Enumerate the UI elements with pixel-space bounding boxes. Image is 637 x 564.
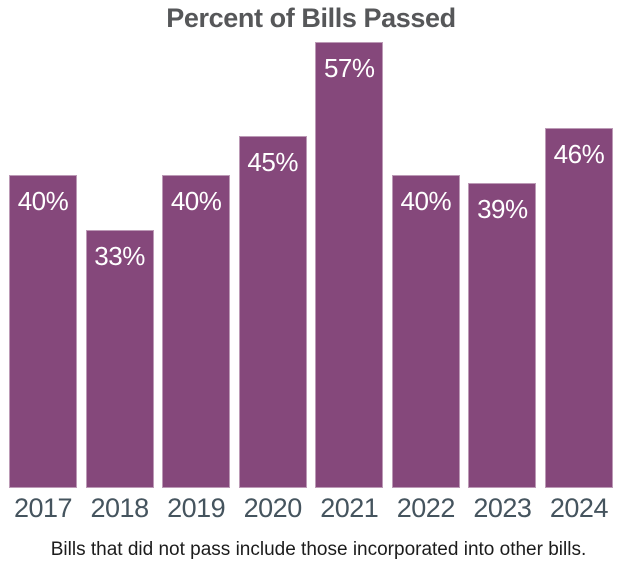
bar-value-label: 45% bbox=[247, 147, 298, 177]
bar-value-label: 39% bbox=[477, 194, 528, 224]
bar-value-label: 46% bbox=[553, 139, 605, 169]
bar-value-label: 40% bbox=[17, 186, 69, 216]
bar-2024: 46% bbox=[544, 128, 613, 488]
x-axis-label-2023: 2023 bbox=[473, 493, 532, 523]
x-axis-label-2018: 2018 bbox=[90, 493, 150, 523]
x-axis-label-2024: 2024 bbox=[549, 493, 609, 523]
bar-2021: 57% bbox=[315, 42, 384, 488]
x-axis-label-2020: 2020 bbox=[243, 493, 303, 523]
bar-2020: 45% bbox=[238, 136, 307, 488]
plot-area: 40% 33% 40% 45% 57% 40% 39% 46% bbox=[9, 42, 613, 488]
bar-2022: 40% bbox=[391, 175, 460, 488]
chart-title: Percent of Bills Passed bbox=[166, 3, 456, 33]
bar-2019: 40% bbox=[162, 175, 231, 488]
bar-2023: 39% bbox=[468, 183, 537, 488]
bar-2017: 40% bbox=[9, 175, 77, 488]
bar-2018: 33% bbox=[85, 230, 154, 488]
x-axis-labels: 2017 2018 2019 2020 2021 2022 2023 2024 bbox=[9, 493, 613, 523]
x-axis-label-2022: 2022 bbox=[396, 493, 456, 523]
chart-footnote: Bills that did not pass include those in… bbox=[50, 539, 587, 560]
x-axis-label-2017: 2017 bbox=[13, 493, 73, 523]
x-axis-label-2021: 2021 bbox=[320, 493, 379, 523]
bar-value-label: 40% bbox=[400, 186, 452, 216]
bar-value-label: 40% bbox=[170, 186, 222, 216]
bar-value-label: 57% bbox=[323, 53, 375, 83]
x-axis-label-2019: 2019 bbox=[167, 493, 226, 523]
bar-value-label: 33% bbox=[94, 241, 145, 271]
